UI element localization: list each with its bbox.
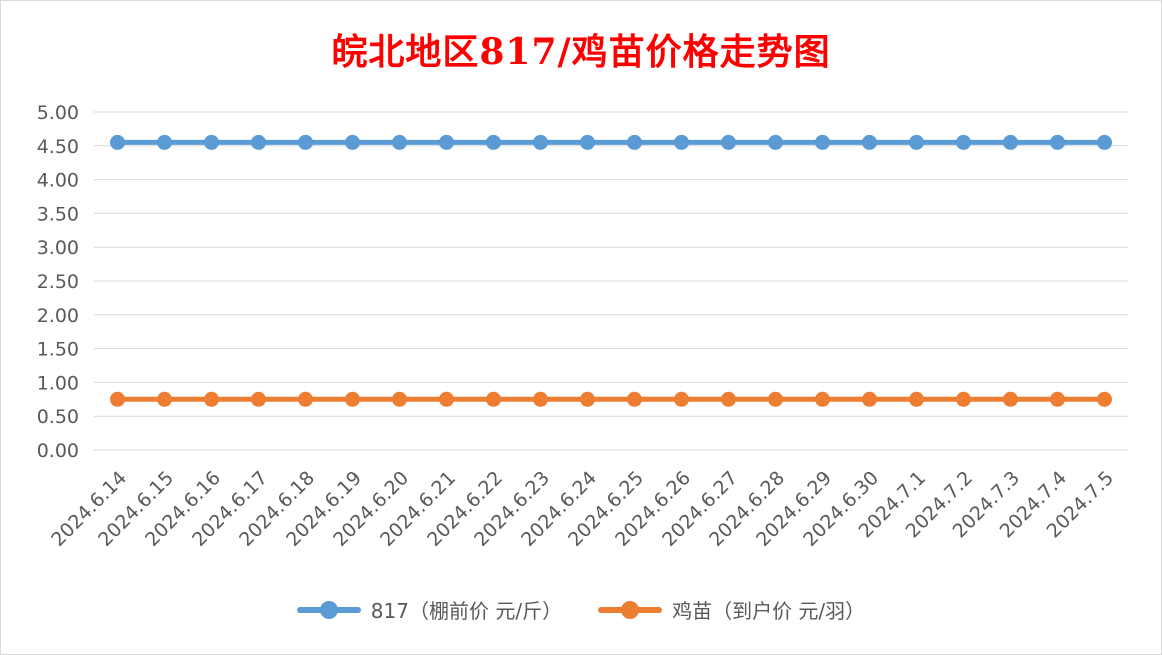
data-point-0 (721, 134, 736, 150)
data-point-0 (1050, 134, 1065, 150)
y-tick-label: 5.00 (37, 102, 79, 124)
legend-label-817: 817（棚前价 元/斤） (370, 599, 563, 623)
data-point-1 (956, 391, 971, 407)
data-point-0 (1003, 134, 1018, 150)
data-point-1 (721, 391, 736, 407)
data-point-1 (345, 391, 360, 407)
data-point-0 (815, 134, 830, 150)
data-point-0 (298, 134, 313, 150)
line-chart: 0.00 0.50 1.00 1.50 2.00 2.50 3.00 3.50 4.00 4.50… (37, 102, 1128, 551)
data-point-0 (627, 134, 642, 150)
data-point-0 (862, 134, 877, 150)
data-point-1 (157, 391, 172, 407)
y-tick-label: 3.50 (37, 203, 79, 225)
data-point-1 (392, 391, 407, 407)
y-tick-label: 1.00 (37, 372, 79, 394)
data-point-0 (110, 134, 125, 150)
data-point-1 (1003, 391, 1018, 407)
data-point-1 (1050, 391, 1065, 407)
y-tick-label: 4.00 (37, 170, 79, 192)
data-point-0 (204, 134, 219, 150)
data-point-1 (768, 391, 783, 407)
data-point-0 (909, 134, 924, 150)
legend-swatch-chick (598, 600, 663, 620)
y-tick-label: 2.50 (37, 271, 79, 293)
data-point-1 (862, 391, 877, 407)
data-point-1 (1097, 391, 1112, 407)
legend: 817（棚前价 元/斤） 鸡苗（到户价 元/羽） (1, 595, 1161, 624)
data-point-0 (251, 134, 266, 150)
data-point-1 (486, 391, 501, 407)
data-point-1 (439, 391, 454, 407)
y-tick-label: 1.50 (37, 339, 79, 361)
legend-item-817[interactable]: 817（棚前价 元/斤） (296, 595, 563, 624)
data-point-1 (674, 391, 689, 407)
data-point-1 (298, 391, 313, 407)
data-point-0 (392, 134, 407, 150)
data-point-0 (345, 134, 360, 150)
legend-swatch-817 (296, 600, 361, 620)
data-point-0 (486, 134, 501, 150)
legend-item-chick[interactable]: 鸡苗（到户价 元/羽） (598, 595, 865, 624)
data-point-0 (580, 134, 595, 150)
y-tick-label: 0.50 (37, 406, 79, 428)
data-point-1 (204, 391, 219, 407)
data-point-0 (768, 134, 783, 150)
data-point-1 (815, 391, 830, 407)
y-tick-label: 2.00 (37, 305, 79, 327)
data-point-1 (533, 391, 548, 407)
data-point-1 (110, 391, 125, 407)
y-tick-label: 4.50 (37, 136, 79, 158)
data-point-1 (580, 391, 595, 407)
data-point-1 (251, 391, 266, 407)
y-tick-label: 3.00 (37, 237, 79, 259)
data-point-1 (627, 391, 642, 407)
data-point-0 (533, 134, 548, 150)
data-point-0 (956, 134, 971, 150)
legend-label-chick: 鸡苗（到户价 元/羽） (672, 599, 866, 623)
data-point-1 (909, 391, 924, 407)
data-point-0 (1097, 134, 1112, 150)
chart-title: 皖北地区817/鸡苗价格走势图 (331, 31, 831, 73)
data-point-0 (157, 134, 172, 150)
y-tick-label: 0.00 (37, 440, 79, 462)
data-point-0 (439, 134, 454, 150)
data-point-0 (674, 134, 689, 150)
